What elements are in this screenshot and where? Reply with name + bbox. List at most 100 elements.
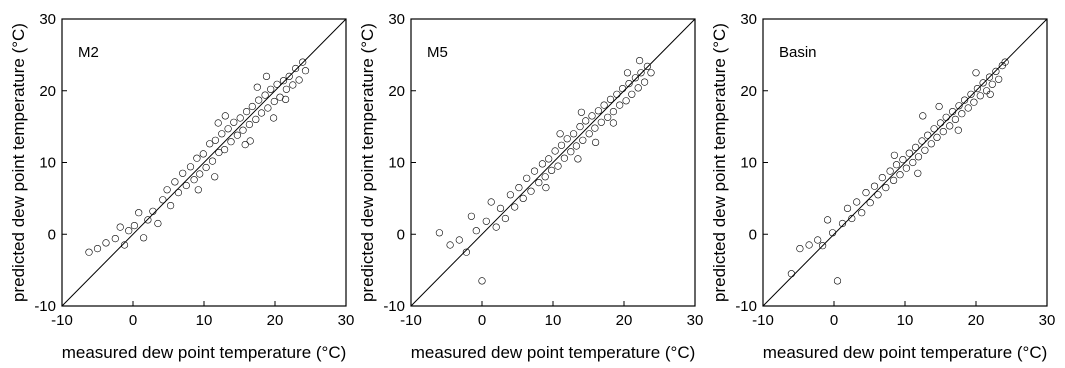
x-tick-label: 10 xyxy=(196,312,213,329)
data-point xyxy=(255,96,263,104)
y-axis-ticks: -10 0 10 20 30 xyxy=(735,11,768,315)
data-point xyxy=(239,126,247,134)
data-point xyxy=(455,236,463,244)
y-tick-label: 10 xyxy=(39,155,56,172)
data-point xyxy=(547,166,556,174)
data-point xyxy=(572,142,581,150)
x-tick-label: 10 xyxy=(545,312,562,329)
data-point xyxy=(870,182,879,190)
data-point xyxy=(523,174,531,182)
data-point xyxy=(985,73,994,81)
data-point xyxy=(838,219,847,228)
data-point xyxy=(591,138,600,146)
data-point xyxy=(616,101,624,109)
x-axis-ticks: -10 0 10 20 30 xyxy=(51,301,354,329)
data-point xyxy=(600,101,608,109)
data-point xyxy=(576,122,584,131)
x-tick-label: -10 xyxy=(752,312,774,329)
data-point xyxy=(858,209,866,217)
data-point xyxy=(647,69,655,77)
data-point xyxy=(282,85,291,93)
data-point xyxy=(554,162,562,170)
data-point xyxy=(805,241,813,249)
data-point xyxy=(914,153,923,161)
y-tick-label: 30 xyxy=(39,11,56,28)
data-point xyxy=(230,118,238,126)
data-point xyxy=(221,146,229,154)
data-point xyxy=(637,69,645,77)
data-point xyxy=(262,72,271,80)
x-tick-label: 20 xyxy=(267,312,284,329)
data-point xyxy=(556,130,564,138)
data-point xyxy=(221,112,229,120)
panel-label: M2 xyxy=(78,44,99,61)
data-point xyxy=(967,90,975,98)
data-point xyxy=(955,102,963,110)
panel-basin: -10 0 10 20 30 -10 0 10 20 30 Basin measured dew… xyxy=(710,11,1055,362)
data-point xyxy=(890,151,899,159)
data-point xyxy=(174,189,182,197)
data-point xyxy=(574,155,582,163)
data-point xyxy=(609,119,618,127)
data-point xyxy=(628,90,636,98)
data-point xyxy=(814,236,822,244)
y-tick-label: 20 xyxy=(39,83,56,100)
y-tick-label: 0 xyxy=(749,226,757,243)
x-tick-label: 20 xyxy=(968,312,985,329)
data-point xyxy=(264,104,272,112)
data-point xyxy=(919,112,927,120)
data-point xyxy=(506,191,515,199)
data-point xyxy=(116,223,124,231)
y-tick-label: 10 xyxy=(388,155,405,172)
data-point xyxy=(478,277,486,285)
y-axis-label: predicted dew point temperature (°C) xyxy=(710,23,729,302)
data-point xyxy=(199,150,207,158)
data-point xyxy=(823,216,832,224)
data-point xyxy=(135,209,143,217)
data-point xyxy=(289,81,297,89)
data-point xyxy=(560,154,569,162)
x-tick-label: 30 xyxy=(338,312,355,329)
data-point xyxy=(233,131,241,139)
x-tick-label: 0 xyxy=(830,312,838,329)
x-axis-label: measured dew point temperature (°C) xyxy=(62,343,347,362)
data-point xyxy=(227,138,235,146)
x-tick-label: 30 xyxy=(687,312,704,329)
data-point xyxy=(267,85,275,93)
data-point xyxy=(182,181,190,190)
x-tick-label: -10 xyxy=(51,312,73,329)
y-tick-label: 0 xyxy=(397,226,405,243)
data-point xyxy=(886,167,894,175)
y-axis-ticks: -10 0 10 20 30 xyxy=(34,11,67,315)
data-point xyxy=(862,189,870,197)
data-point xyxy=(986,90,994,98)
x-tick-label: 30 xyxy=(1039,312,1056,329)
y-tick-label: -10 xyxy=(34,298,56,315)
data-point xyxy=(976,92,984,100)
y-tick-label: 20 xyxy=(740,83,757,100)
data-point xyxy=(979,79,987,87)
data-point xyxy=(144,216,152,224)
data-point xyxy=(918,137,926,145)
y-axis-label: predicted dew point temperature (°C) xyxy=(358,23,377,302)
data-point xyxy=(538,160,547,168)
data-point xyxy=(853,198,861,206)
data-point xyxy=(622,97,630,105)
data-point xyxy=(542,184,550,192)
data-point xyxy=(246,137,254,145)
data-point xyxy=(154,219,162,228)
data-point xyxy=(588,112,596,120)
data-point xyxy=(843,204,852,212)
data-point xyxy=(1001,58,1009,66)
y-tick-label: 0 xyxy=(48,226,56,243)
data-point xyxy=(211,173,219,181)
data-point xyxy=(501,214,510,223)
x-axis-ticks: -10 0 10 20 30 xyxy=(400,301,703,329)
data-point xyxy=(896,171,904,179)
y-tick-label: -10 xyxy=(735,298,757,315)
data-point xyxy=(527,187,535,195)
data-point xyxy=(140,234,148,242)
data-point xyxy=(261,91,269,99)
data-point xyxy=(270,97,278,106)
